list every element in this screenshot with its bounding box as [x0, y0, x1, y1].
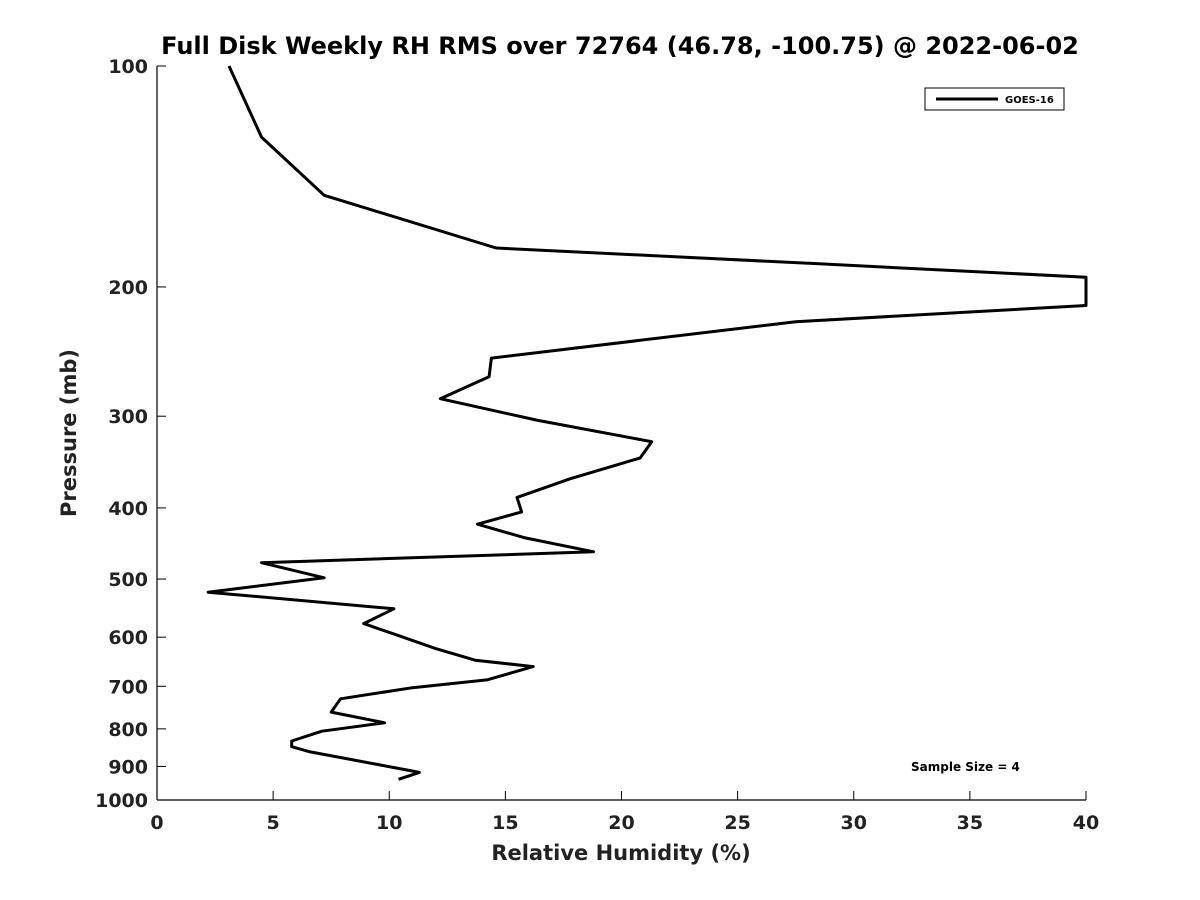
y-axis-label: Pressure (mb) [57, 349, 81, 517]
x-tick-label: 25 [724, 812, 750, 834]
x-tick-label: 10 [376, 812, 402, 834]
x-tick-label: 30 [841, 812, 867, 834]
y-tick-label: 500 [108, 569, 148, 591]
y-tick-label: 1000 [95, 790, 148, 812]
x-ticks: 0 5 10 15 20 25 30 35 40 [150, 791, 1099, 834]
x-tick-label: 5 [267, 812, 280, 834]
legend-label-goes-16: GOES-16 [1005, 95, 1054, 106]
sample-size-annotation: Sample Size = 4 [911, 760, 1020, 774]
y-ticks: 100 200 300 400 500 600 700 800 900 1000 [95, 56, 166, 812]
x-tick-label: 0 [150, 812, 163, 834]
x-tick-label: 40 [1073, 812, 1099, 834]
y-tick-label: 900 [108, 756, 148, 778]
x-tick-label: 15 [492, 812, 518, 834]
y-tick-label: 700 [108, 676, 148, 698]
y-tick-label: 600 [108, 627, 148, 649]
x-axis-label: Relative Humidity (%) [491, 841, 750, 865]
x-tick-label: 20 [608, 812, 634, 834]
series-line-goes-16 [206, 65, 1088, 781]
y-tick-label: 300 [108, 406, 148, 428]
y-tick-label: 800 [108, 719, 148, 741]
legend: GOES-16 [924, 87, 1065, 111]
chart-title: Full Disk Weekly RH RMS over 72764 (46.7… [161, 32, 1079, 60]
x-tick-label: 35 [957, 812, 983, 834]
y-tick-label: 100 [108, 56, 148, 78]
y-tick-label: 400 [108, 498, 148, 520]
y-tick-label: 200 [108, 277, 148, 299]
